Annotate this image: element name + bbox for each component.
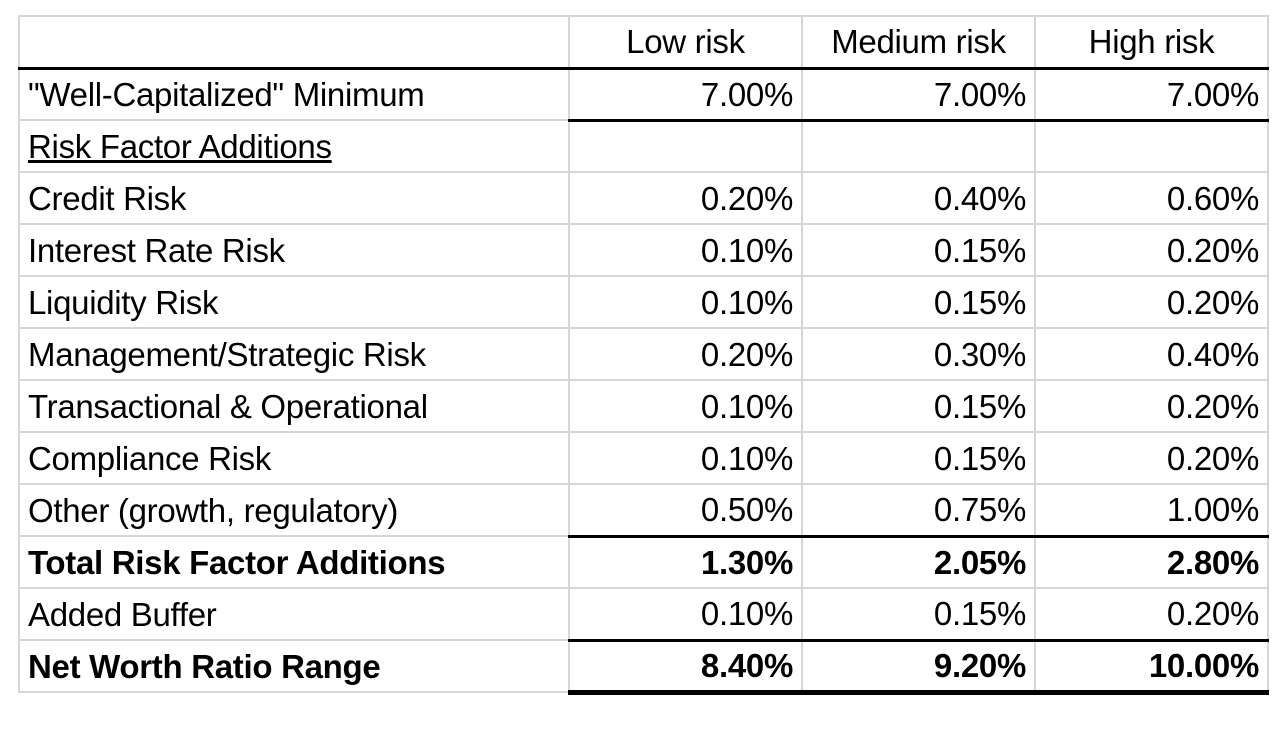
cell-low <box>568 119 803 173</box>
table-row: Liquidity Risk 0.10% 0.15% 0.20% <box>18 275 1269 329</box>
section-label: Risk Factor Additions <box>18 119 570 173</box>
cell-high: 0.40% <box>1034 327 1269 381</box>
table-row: Transactional & Operational 0.10% 0.15% … <box>18 379 1269 433</box>
net-worth-row: Net Worth Ratio Range 8.40% 9.20% 10.00% <box>18 639 1269 695</box>
row-label: Management/Strategic Risk <box>18 327 570 381</box>
risk-capital-table: Low risk Medium risk High risk "Well-Cap… <box>18 15 1269 695</box>
row-label: Net Worth Ratio Range <box>18 639 570 693</box>
table-row: Compliance Risk 0.10% 0.15% 0.20% <box>18 431 1269 485</box>
header-cell-blank <box>18 15 570 70</box>
cell-high: 0.20% <box>1034 431 1269 485</box>
cell-medium: 0.15% <box>801 275 1036 329</box>
cell-medium: 2.05% <box>801 535 1036 589</box>
cell-low: 0.20% <box>568 327 803 381</box>
cell-low: 8.40% <box>568 639 803 695</box>
cell-medium: 0.15% <box>801 431 1036 485</box>
header-row: Low risk Medium risk High risk <box>18 15 1269 70</box>
cell-high: 0.60% <box>1034 171 1269 225</box>
table-row: Other (growth, regulatory) 0.50% 0.75% 1… <box>18 483 1269 538</box>
row-label: Liquidity Risk <box>18 275 570 329</box>
cell-medium: 0.15% <box>801 223 1036 277</box>
row-label: Interest Rate Risk <box>18 223 570 277</box>
cell-medium: 0.40% <box>801 171 1036 225</box>
table-row: Interest Rate Risk 0.10% 0.15% 0.20% <box>18 223 1269 277</box>
cell-medium: 9.20% <box>801 639 1036 695</box>
table-row: Credit Risk 0.20% 0.40% 0.60% <box>18 171 1269 225</box>
header-cell-high-risk: High risk <box>1034 15 1269 70</box>
header-cell-medium-risk: Medium risk <box>801 15 1036 70</box>
row-label: Total Risk Factor Additions <box>18 535 570 589</box>
row-label: Other (growth, regulatory) <box>18 483 570 537</box>
cell-low: 0.10% <box>568 223 803 277</box>
cell-medium: 0.75% <box>801 483 1036 538</box>
row-label: Transactional & Operational <box>18 379 570 433</box>
row-label: Credit Risk <box>18 171 570 225</box>
cell-high: 7.00% <box>1034 67 1269 122</box>
cell-high <box>1034 119 1269 173</box>
row-label: Added Buffer <box>18 587 570 641</box>
cell-medium: 0.30% <box>801 327 1036 381</box>
cell-low: 0.20% <box>568 171 803 225</box>
cell-medium: 7.00% <box>801 67 1036 122</box>
cell-high: 1.00% <box>1034 483 1269 538</box>
cell-low: 0.50% <box>568 483 803 538</box>
cell-high: 0.20% <box>1034 275 1269 329</box>
cell-low: 0.10% <box>568 587 803 642</box>
table-row: Management/Strategic Risk 0.20% 0.30% 0.… <box>18 327 1269 381</box>
cell-low: 0.10% <box>568 431 803 485</box>
cell-low: 7.00% <box>568 67 803 122</box>
cell-medium: 0.15% <box>801 587 1036 642</box>
cell-high: 2.80% <box>1034 535 1269 589</box>
row-label: Compliance Risk <box>18 431 570 485</box>
cell-low: 1.30% <box>568 535 803 589</box>
cell-medium <box>801 119 1036 173</box>
cell-high: 0.20% <box>1034 223 1269 277</box>
header-cell-low-risk: Low risk <box>568 15 803 70</box>
cell-medium: 0.15% <box>801 379 1036 433</box>
row-label: "Well-Capitalized" Minimum <box>18 67 570 121</box>
table-row: Risk Factor Additions <box>18 119 1269 173</box>
table-row: Added Buffer 0.10% 0.15% 0.20% <box>18 587 1269 642</box>
table-row: "Well-Capitalized" Minimum 7.00% 7.00% 7… <box>18 67 1269 122</box>
cell-high: 10.00% <box>1034 639 1269 695</box>
cell-low: 0.10% <box>568 379 803 433</box>
cell-high: 0.20% <box>1034 587 1269 642</box>
cell-high: 0.20% <box>1034 379 1269 433</box>
total-row: Total Risk Factor Additions 1.30% 2.05% … <box>18 535 1269 589</box>
cell-low: 0.10% <box>568 275 803 329</box>
